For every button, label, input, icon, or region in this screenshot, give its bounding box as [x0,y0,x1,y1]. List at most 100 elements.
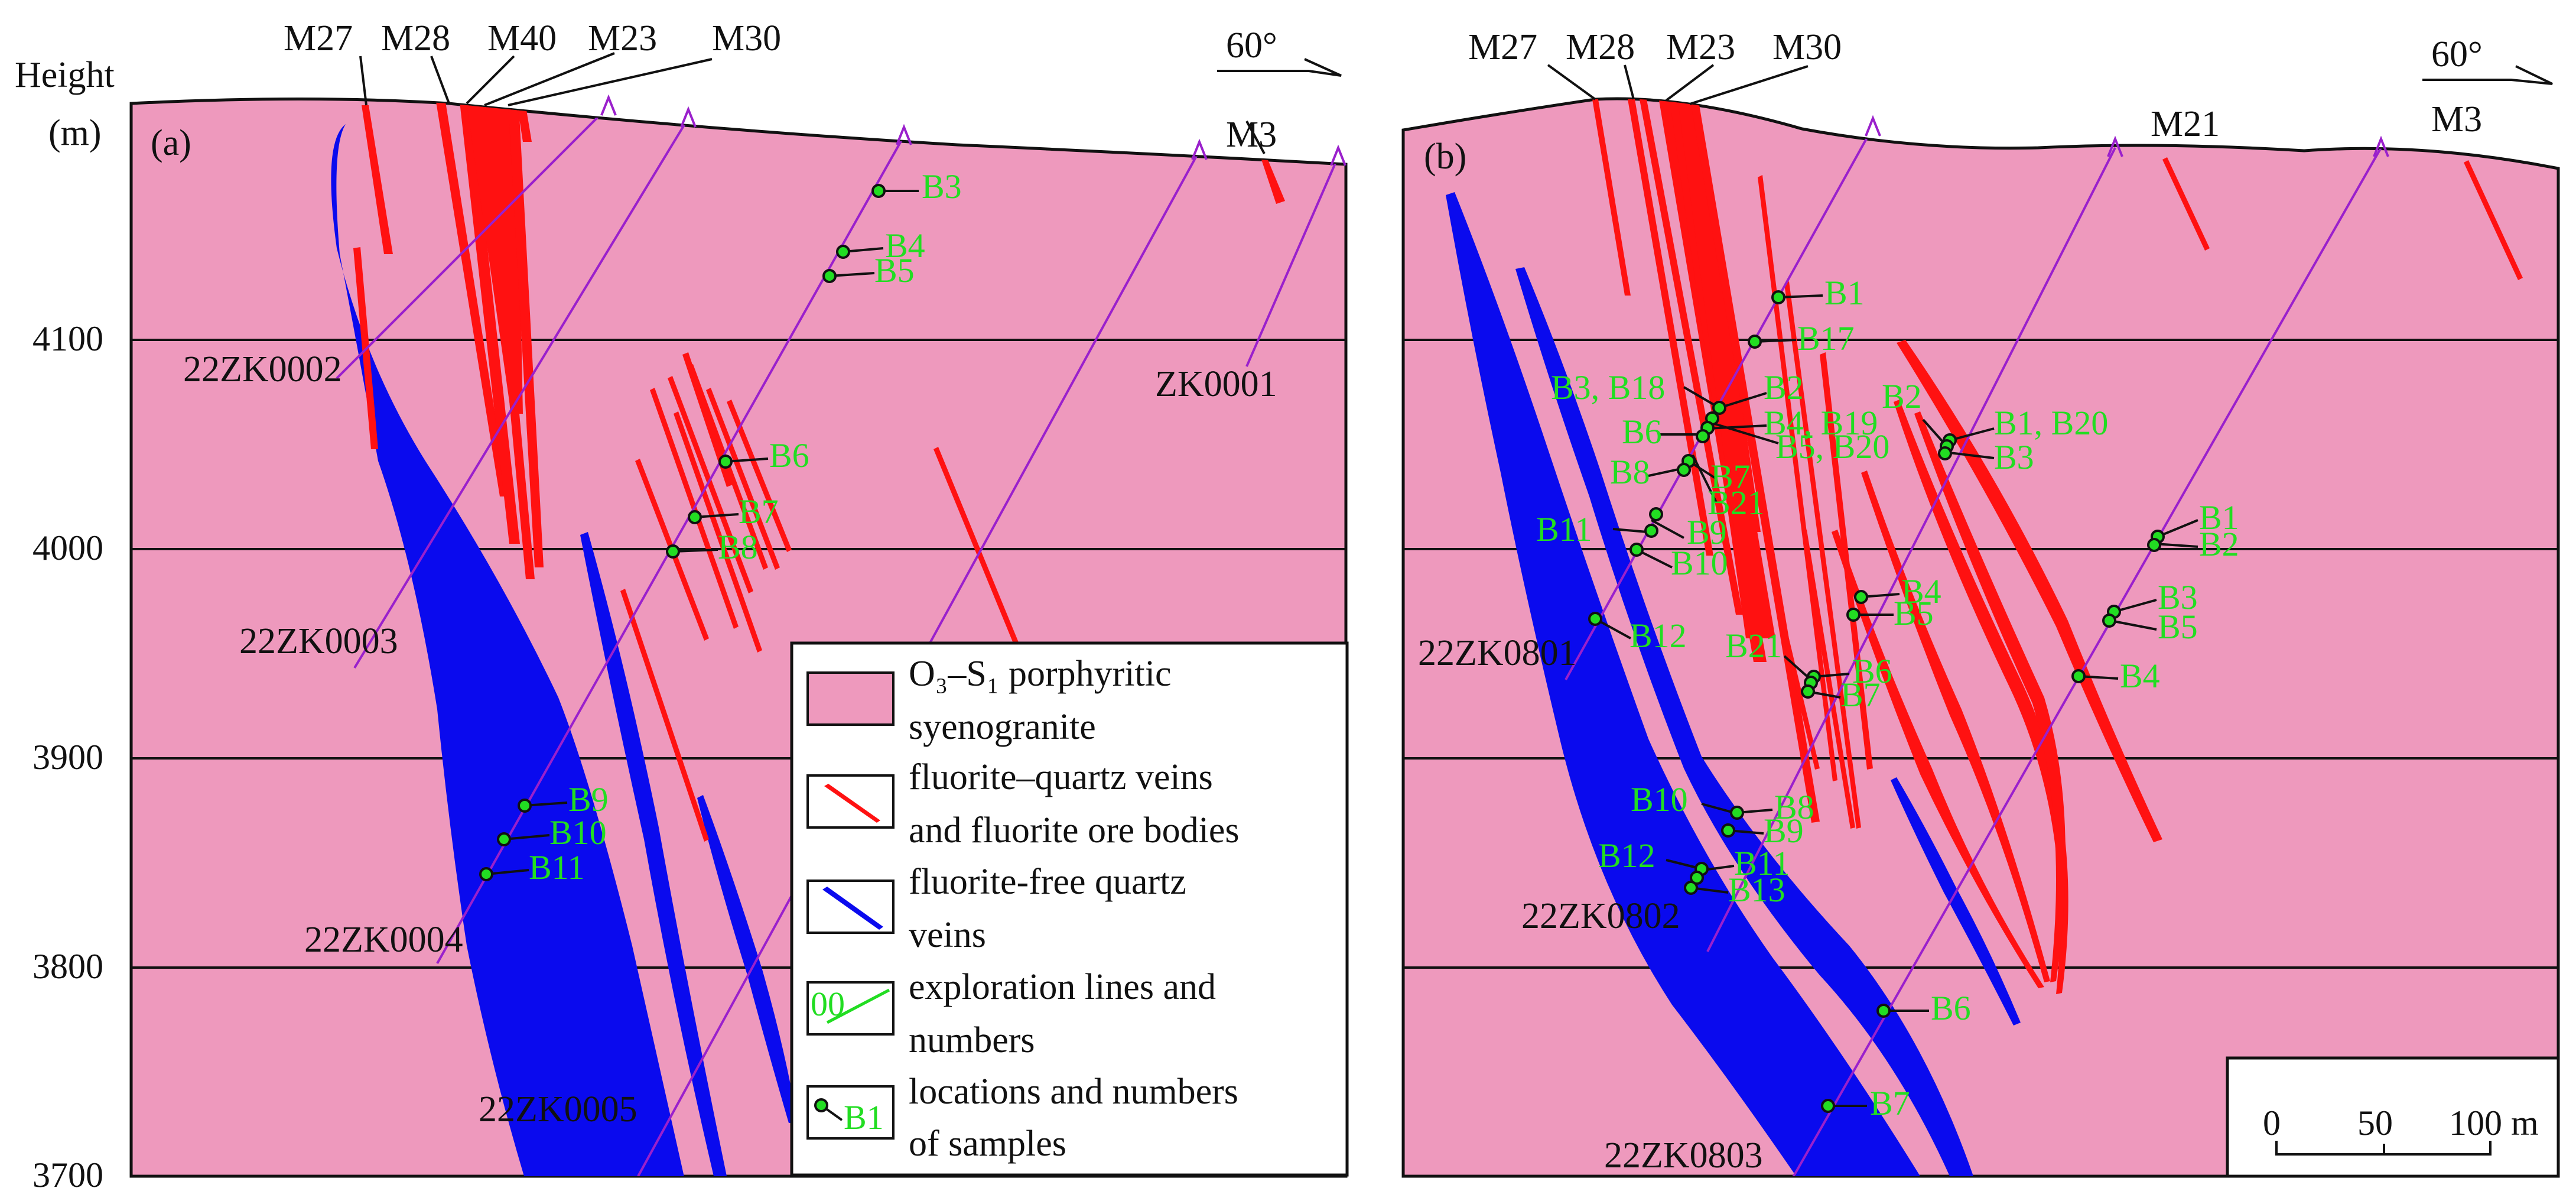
sample-label: B11 [1536,510,1592,549]
sample-label: B12 [1598,836,1655,875]
panel-a: M27 M28 M40 M23 M30 M3 (a) 60° 22ZK0002 … [129,18,1348,1178]
sample-label: B3, B18 [1551,368,1665,407]
tick-3800: 3800 [32,947,103,986]
borehole-label-zk0001: ZK0001 [1155,364,1277,404]
scale-label-50: 50 [2357,1104,2393,1143]
sample-label: B13 [1728,871,1785,909]
vein-label-m27-a: M27 [284,18,353,59]
sample-label: B4, B19 [1764,404,1878,442]
vein-label-m23-a: M23 [588,18,657,59]
height-axis: Height (m) 4100 4000 3900 3800 3700 [15,55,115,1195]
samples-b-zk0802: B2 B1, B20 B3 B4 B5 B21 B6 B7 B10 B8 B9 … [1598,377,2108,1122]
svg-text:fluorite-free quartz: fluorite-free quartz [909,862,1186,902]
sample-label: B1, B20 [1994,404,2108,442]
legend-quartz-veins: fluorite-free quartz veins [806,862,1186,955]
borehole-label-22zk0802: 22ZK0802 [1521,896,1680,936]
quartz-veins-b [1446,192,2021,1176]
sample-label: B7 [739,492,779,531]
quartz-veins-a [331,124,798,1176]
sample-label: B2 [1882,377,1922,416]
sample-label: B12 [1629,616,1687,655]
legend-granite: O₃–S₁ porphyritic syenogranite [806,654,1171,747]
legend: O₃–S₁ porphyritic syenogranite fluorite–… [790,641,1349,1177]
fluorite-veins-b [1592,99,2523,994]
sample-label: B6 [1931,989,1971,1027]
svg-text:veins: veins [909,915,986,955]
sample-label: B10 [1631,780,1688,819]
legend-fluorite-veins: fluorite–quartz veins and fluorite ore b… [806,757,1240,851]
svg-text:and fluorite ore bodies: and fluorite ore bodies [909,810,1240,851]
vein-label-m27-b: M27 [1468,27,1537,67]
vein-label-m21-b: M21 [2151,104,2220,144]
borehole-label-22zk0004: 22ZK0004 [304,920,463,960]
sample-label: B11 [529,848,585,887]
panel-a-letter: (a) [151,123,191,163]
svg-text:O₃–S₁ porphyritic: O₃–S₁ porphyritic [909,654,1171,694]
sample-label: B5 [2158,608,2198,646]
sample-label: B8 [1774,788,1814,826]
svg-text:numbers: numbers [909,1020,1035,1060]
vein-label-m40-a: M40 [487,18,557,59]
sample-label: B7 [1710,457,1751,496]
sample-label: B11 [1734,844,1790,882]
borehole-label-22zk0002: 22ZK0002 [183,349,342,390]
sample-label: B2 [1764,368,1804,407]
borehole-collars-a [600,94,1346,166]
borehole-label-22zk0003: 22ZK0003 [239,621,398,661]
samples-a: B3 B4 B5 B6 B7 B8 B9 B10 B11 [479,167,962,887]
scale-label-100: 100 m [2449,1104,2539,1143]
sample-label: B21 [1725,627,1783,665]
sample-label: B5 [1894,594,1934,632]
sample-label: B6 [769,436,809,475]
sample-label: B9 [568,780,609,819]
vein-label-m3-a: M3 [1226,115,1277,155]
borehole-label-22zk0801: 22ZK0801 [1418,633,1577,673]
sample-label: B21 [1707,483,1765,522]
sample-label: B3 [2158,578,2198,616]
direction-arrow-b: 60° [2422,34,2553,85]
sample-label: B10 [549,813,607,852]
axis-unit: (m) [48,113,102,153]
sample-label: B7 [1840,676,1881,714]
panel-b-letter: (b) [1424,137,1466,177]
sample-label: B6 [1622,413,1662,451]
samples-b-zk0803: B1 B2 B3 B5 B4 [2071,498,2239,695]
sample-label: B6 [1852,652,1892,690]
legend-samples: B1 locations and numbers of samples [806,1072,1238,1164]
sample-label: B4 [2120,657,2160,695]
svg-text:60°: 60° [1226,25,1277,66]
vein-label-m28-a: M28 [381,18,450,59]
svg-text:60°: 60° [2431,34,2483,74]
sample-label: B8 [718,528,758,566]
svg-text:exploration lines and: exploration lines and [909,967,1216,1007]
vein-label-m23-b: M23 [1666,27,1735,67]
samples-b-zk0801: B1 B17 B3, B18 B2 B6 B4, B19 B5, B20 B8 … [1536,274,1889,655]
sample-label: B9 [1764,812,1804,850]
tick-3900: 3900 [32,738,103,777]
tick-4000: 4000 [32,528,103,567]
sample-label: B9 [1687,513,1727,551]
borehole-collars-b [1865,115,2389,157]
svg-text:B1: B1 [844,1098,884,1137]
legend-exploration-lines: 00 exploration lines and numbers [806,967,1216,1060]
vein-labels-a: M27 M28 M40 M23 M30 M3 [284,18,1277,155]
direction-arrow-a: 60° [1217,25,1342,77]
tick-4100: 4100 [32,319,103,358]
svg-text:syenogranite: syenogranite [909,707,1096,747]
sample-label: B2 [2199,525,2239,563]
panel-b: M27 M28 M23 M30 M21 M3 (b) 60° 22ZK0801 … [1401,27,2560,1178]
sample-label: B4 [885,226,925,265]
svg-text:of samples: of samples [909,1124,1066,1164]
axis-title: Height [15,55,115,95]
sample-label: B1 [1824,274,1865,312]
vein-label-m30-a: M30 [712,18,781,59]
sample-label: B5, B20 [1775,427,1889,466]
vein-label-m3-b: M3 [2431,99,2482,139]
svg-text:locations and numbers: locations and numbers [909,1072,1238,1112]
sample-label: B5 [874,251,915,290]
borehole-label-22zk0005: 22ZK0005 [479,1089,638,1130]
sample-label: B3 [922,167,962,206]
sample-label: B1 [2199,498,2239,537]
sample-label: B7 [1870,1084,1910,1122]
